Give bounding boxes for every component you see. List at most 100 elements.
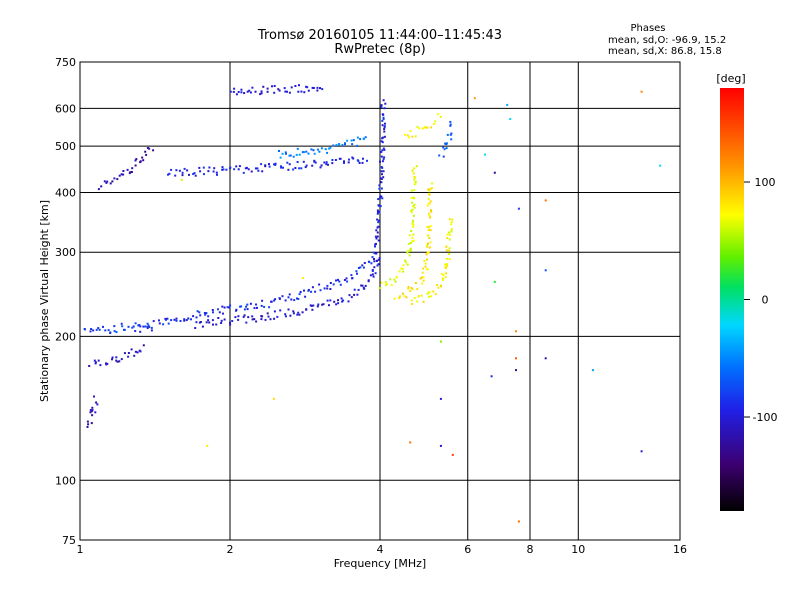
data-point	[281, 295, 284, 298]
colorbar-label: [deg]	[716, 72, 745, 85]
data-point	[245, 305, 248, 308]
data-point	[382, 170, 385, 173]
data-point	[319, 289, 322, 292]
data-point	[288, 154, 291, 157]
data-point	[377, 221, 380, 224]
data-point	[337, 299, 339, 302]
data-point	[277, 88, 280, 91]
data-point	[150, 329, 153, 332]
data-point	[246, 308, 249, 311]
data-point	[323, 161, 326, 164]
data-point	[375, 242, 377, 245]
data-point	[383, 126, 386, 129]
data-point	[93, 395, 95, 398]
data-point	[94, 361, 97, 364]
data-point	[430, 209, 432, 212]
data-point	[544, 199, 547, 202]
data-point	[493, 171, 496, 174]
data-point	[185, 319, 188, 322]
data-point	[473, 97, 476, 100]
data-point	[298, 153, 301, 156]
data-point	[213, 167, 216, 170]
data-point	[431, 182, 434, 185]
data-point	[98, 328, 101, 331]
data-point	[348, 294, 351, 297]
data-point	[245, 321, 248, 324]
data-point	[141, 156, 144, 159]
data-point	[442, 274, 445, 277]
data-point	[413, 214, 415, 217]
data-point	[95, 401, 98, 404]
data-point	[152, 149, 155, 152]
data-point	[310, 304, 313, 307]
data-point	[381, 197, 384, 200]
data-point	[208, 166, 211, 169]
data-point	[329, 146, 332, 149]
data-point	[243, 308, 246, 311]
data-point	[401, 267, 404, 270]
data-point	[287, 168, 290, 171]
data-point	[326, 287, 329, 290]
data-point	[445, 245, 448, 248]
data-point	[205, 312, 208, 315]
data-point	[381, 141, 384, 144]
data-point	[374, 245, 376, 248]
data-point	[490, 375, 493, 378]
data-point	[166, 317, 169, 320]
data-point	[443, 148, 446, 151]
data-point	[283, 87, 286, 90]
data-point	[126, 168, 129, 171]
data-point	[170, 319, 173, 322]
data-point	[237, 91, 240, 93]
data-point	[361, 264, 364, 267]
data-point	[97, 359, 100, 362]
data-point	[382, 158, 385, 161]
data-point	[225, 168, 228, 171]
data-point	[260, 163, 263, 166]
data-point	[278, 150, 280, 152]
data-point	[187, 317, 190, 320]
data-point	[279, 309, 282, 312]
data-point	[288, 293, 291, 296]
data-point	[433, 123, 435, 125]
data-point	[284, 315, 287, 318]
data-point	[450, 132, 453, 135]
data-point	[450, 221, 453, 223]
data-point	[341, 144, 344, 147]
data-point	[259, 93, 262, 96]
data-point	[91, 414, 94, 417]
y-tick-label: 600	[55, 102, 76, 115]
data-point	[268, 163, 270, 166]
data-point	[146, 322, 149, 325]
data-point	[424, 262, 427, 265]
data-point	[426, 126, 429, 129]
data-point	[93, 359, 96, 362]
data-point	[186, 169, 189, 172]
data-point	[100, 185, 103, 188]
data-point	[384, 102, 387, 105]
data-point	[102, 325, 104, 328]
data-point	[422, 279, 425, 282]
data-point	[414, 282, 417, 284]
data-point	[378, 187, 381, 190]
data-point	[104, 329, 107, 332]
data-point	[344, 143, 346, 146]
data-point	[211, 309, 214, 311]
data-point	[273, 317, 276, 320]
data-point	[381, 124, 384, 127]
data-point	[416, 288, 419, 291]
data-point	[445, 272, 448, 275]
data-point	[249, 302, 252, 305]
data-point	[515, 357, 517, 360]
data-point	[237, 315, 240, 318]
data-point	[118, 360, 121, 363]
data-point	[362, 157, 364, 160]
x-axis-label: Frequency [MHz]	[334, 557, 426, 570]
data-point	[659, 164, 662, 167]
data-point	[448, 258, 451, 260]
data-point	[120, 358, 123, 361]
data-point	[298, 293, 301, 296]
data-point	[256, 167, 259, 170]
data-point	[446, 237, 449, 239]
data-point	[221, 166, 224, 169]
